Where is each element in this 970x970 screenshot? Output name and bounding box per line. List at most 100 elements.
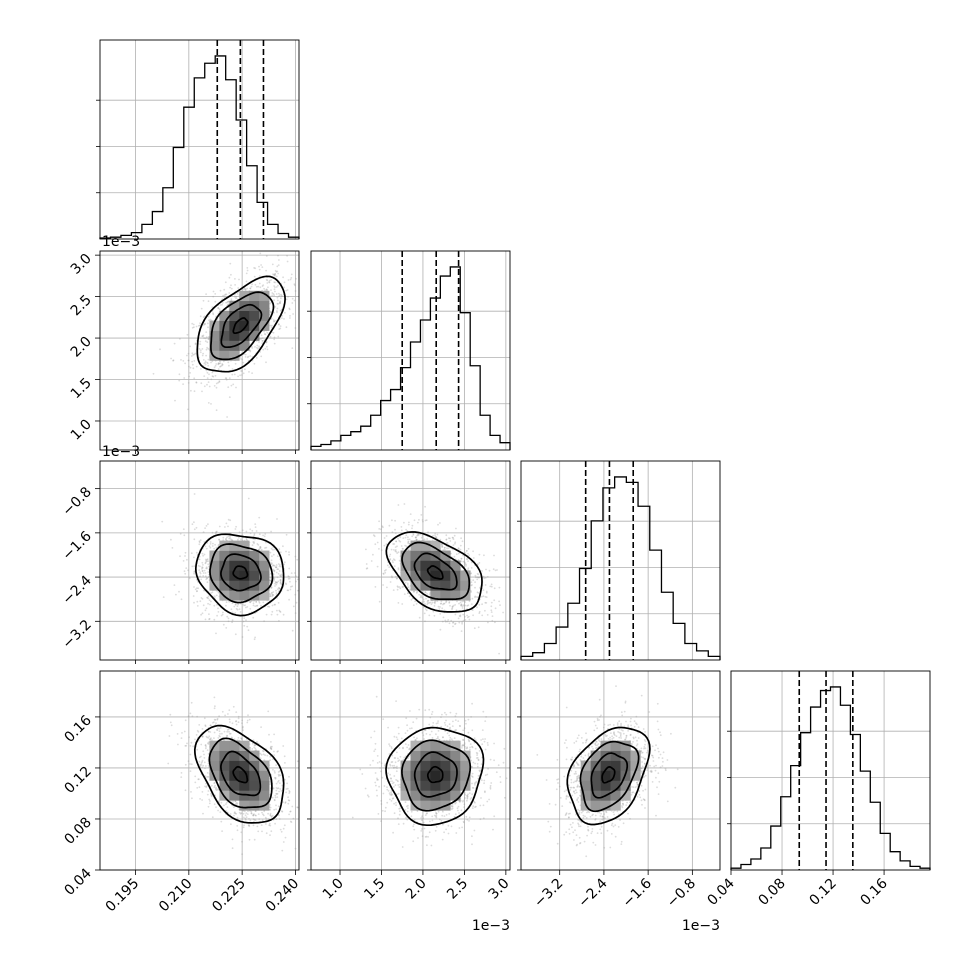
scatter-point — [281, 314, 283, 317]
scatter-point — [279, 581, 282, 584]
scatter-point — [447, 619, 450, 621]
scatter-point — [457, 617, 460, 620]
scatter-point — [285, 533, 288, 536]
scatter-point — [273, 273, 275, 276]
scatter-point — [394, 528, 396, 531]
scatter-point — [270, 547, 273, 550]
scatter-point — [275, 583, 278, 586]
scatter-point — [213, 604, 216, 607]
scatter-point — [213, 547, 216, 550]
scatter-point — [485, 602, 488, 604]
scatter-point — [213, 595, 216, 598]
scatter-point — [268, 281, 270, 283]
scatter-point — [233, 605, 236, 608]
scatter-point — [213, 718, 216, 721]
scatter-point — [251, 742, 254, 745]
scatter-point — [254, 283, 257, 286]
scatter-point — [193, 571, 196, 573]
scatter-point — [212, 313, 215, 316]
contour-level-1 — [210, 291, 275, 361]
scatter-point — [277, 264, 280, 266]
scatter-point — [411, 524, 414, 527]
scatter-point — [184, 362, 187, 365]
scatter-point — [472, 557, 475, 559]
scatter-point — [200, 307, 203, 310]
scatter-point — [484, 609, 486, 612]
scatter-point — [461, 621, 463, 624]
density-cell — [259, 300, 270, 311]
scatter-point — [261, 266, 264, 268]
scatter-point — [271, 555, 273, 558]
scatter-point — [234, 603, 237, 606]
scatter-point — [258, 282, 261, 285]
scatter-point — [404, 581, 407, 584]
scatter-point — [270, 586, 273, 589]
scatter-point — [243, 604, 245, 607]
scatter-point — [279, 580, 282, 583]
scatter-point — [241, 636, 244, 638]
scatter-point — [200, 597, 203, 599]
scatter-point — [249, 601, 251, 604]
scatter-point — [269, 593, 272, 596]
scatter-point — [193, 601, 195, 604]
scatter-point — [246, 287, 249, 290]
scatter-point — [290, 585, 292, 588]
scatter-point — [458, 602, 460, 605]
scatter-point — [255, 285, 258, 288]
scatter-point — [246, 606, 249, 608]
scatter-point — [403, 503, 406, 505]
scatter-point — [238, 531, 241, 534]
scatter-point — [258, 600, 260, 603]
scatter-point — [412, 604, 415, 607]
scatter-point — [262, 348, 265, 351]
scatter-point — [426, 593, 428, 595]
scatter-point — [234, 528, 237, 530]
scatter-point — [195, 734, 198, 736]
scatter-point — [253, 638, 256, 641]
scatter-point — [370, 560, 373, 562]
scatter-point — [258, 602, 261, 604]
scatter-point — [272, 569, 275, 572]
scatter-point — [444, 546, 446, 549]
scatter-point — [221, 830, 224, 832]
scatter-point — [376, 565, 379, 568]
scatter-point — [275, 286, 278, 288]
scatter-point — [202, 316, 205, 319]
scatter-point — [263, 620, 265, 623]
scatter-point — [225, 537, 228, 540]
scatter-point — [273, 603, 276, 606]
scatter-point — [231, 847, 234, 850]
scatter-point — [401, 547, 404, 550]
scatter-point — [289, 317, 291, 319]
scatter-point — [402, 585, 405, 588]
scatter-point — [206, 383, 208, 386]
scatter-point — [272, 293, 275, 295]
scatter-point — [201, 335, 204, 338]
scatter-point — [275, 764, 277, 766]
scatter-point — [482, 595, 485, 598]
scatter-point — [408, 588, 411, 591]
scatter-point — [254, 605, 257, 608]
scatter-point — [213, 618, 216, 621]
scatter-point — [247, 629, 250, 632]
scatter-point — [466, 614, 468, 617]
scatter-point — [207, 595, 210, 598]
scatter-point — [215, 632, 217, 635]
scatter-point — [280, 573, 283, 576]
density-cell — [259, 310, 270, 321]
scatter-point — [270, 279, 273, 281]
scatter-point — [267, 286, 269, 289]
scatter-point — [278, 323, 280, 326]
scatter-point — [288, 551, 290, 553]
scatter-point — [441, 607, 444, 610]
scatter-point — [269, 311, 271, 314]
scatter-point — [385, 535, 388, 537]
scatter-point — [426, 538, 428, 540]
scatter-point — [186, 558, 188, 561]
density-cell — [259, 290, 270, 302]
scatter-point — [408, 538, 411, 541]
scatter-point — [269, 295, 272, 298]
scatter-point — [424, 591, 426, 593]
scatter-point — [249, 349, 252, 352]
scatter-point — [208, 802, 211, 805]
